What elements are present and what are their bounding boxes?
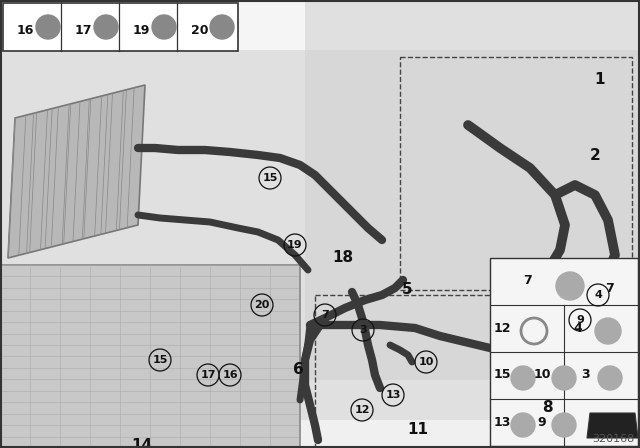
- Text: 10: 10: [533, 369, 551, 382]
- Text: 20: 20: [191, 23, 209, 36]
- Circle shape: [595, 318, 621, 344]
- Text: 3: 3: [582, 369, 590, 382]
- Text: 17: 17: [75, 23, 93, 36]
- Circle shape: [152, 15, 176, 39]
- Text: 7: 7: [321, 310, 329, 320]
- Text: 7: 7: [605, 281, 614, 294]
- Polygon shape: [8, 85, 145, 258]
- Text: 15: 15: [262, 173, 278, 183]
- Bar: [490, 258, 638, 446]
- Bar: [3, 3, 238, 51]
- Text: 16: 16: [17, 23, 35, 36]
- Text: 10: 10: [419, 357, 434, 367]
- Text: 320168: 320168: [592, 434, 634, 444]
- Text: 12: 12: [493, 322, 511, 335]
- Text: 13: 13: [385, 390, 401, 400]
- Circle shape: [556, 272, 584, 300]
- Text: 3: 3: [359, 325, 367, 335]
- Bar: [0, 265, 300, 448]
- Circle shape: [511, 366, 535, 390]
- Circle shape: [552, 366, 576, 390]
- Text: 15: 15: [493, 369, 511, 382]
- Text: 9: 9: [538, 415, 547, 428]
- Bar: [400, 57, 632, 290]
- Text: 4: 4: [594, 290, 602, 300]
- Text: 11: 11: [408, 422, 429, 438]
- Bar: [305, 0, 640, 380]
- Text: 5: 5: [402, 283, 412, 297]
- Text: 16: 16: [222, 370, 238, 380]
- Text: 18: 18: [332, 250, 353, 266]
- Bar: [0, 0, 640, 50]
- Polygon shape: [587, 413, 638, 438]
- Text: 9: 9: [576, 315, 584, 325]
- Text: 12: 12: [355, 405, 370, 415]
- Text: 1: 1: [595, 73, 605, 87]
- Circle shape: [210, 15, 234, 39]
- Circle shape: [552, 413, 576, 437]
- Bar: [315, 295, 500, 448]
- Text: 15: 15: [152, 355, 168, 365]
- Circle shape: [598, 366, 622, 390]
- Circle shape: [94, 15, 118, 39]
- Text: 19: 19: [133, 23, 150, 36]
- Text: 6: 6: [292, 362, 303, 378]
- Text: 8: 8: [541, 401, 552, 415]
- Text: 19: 19: [287, 240, 303, 250]
- Text: 4: 4: [573, 322, 582, 335]
- Text: 7: 7: [523, 275, 531, 288]
- Text: 20: 20: [254, 300, 269, 310]
- Circle shape: [36, 15, 60, 39]
- Text: 2: 2: [589, 147, 600, 163]
- Text: 14: 14: [131, 438, 152, 448]
- Text: 13: 13: [493, 415, 511, 428]
- Circle shape: [511, 413, 535, 437]
- Text: 17: 17: [200, 370, 216, 380]
- Bar: [0, 420, 640, 448]
